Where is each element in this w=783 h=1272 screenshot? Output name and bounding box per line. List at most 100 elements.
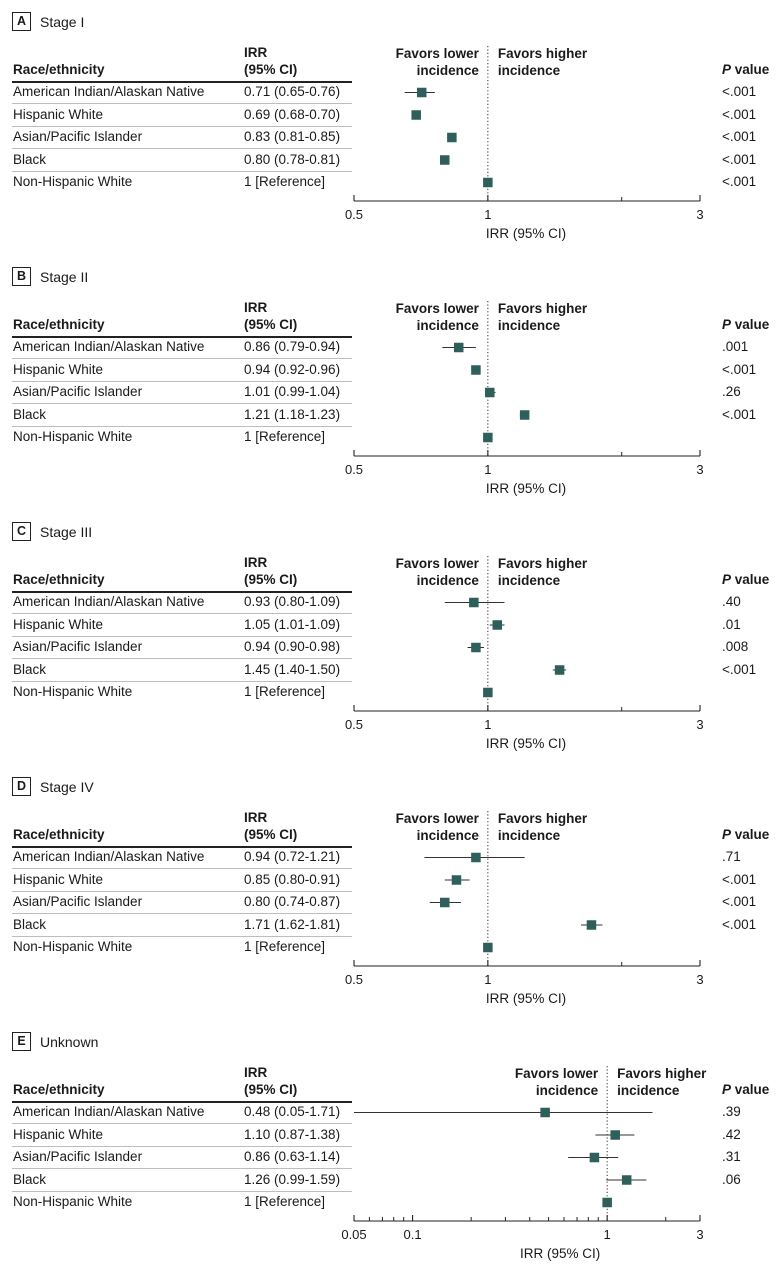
race-ethnicity-label: Asian/Pacific Islander — [13, 384, 143, 399]
p-value: <.001 — [722, 361, 757, 377]
race-ethnicity-label: Hispanic White — [13, 871, 104, 887]
panel-title: Stage II — [40, 268, 89, 285]
race-ethnicity-label: Black — [13, 406, 47, 422]
header-rule — [12, 336, 352, 338]
table-row: Non-Hispanic White 1 [Reference] — [12, 936, 352, 958]
panel-letter: C — [12, 522, 31, 541]
favors-higher-line2: incidence — [497, 63, 561, 78]
pvalue-header: P value — [722, 62, 769, 77]
pvalue-header-p: P — [722, 317, 732, 332]
irr-header-line2: (95% CI) — [244, 572, 298, 587]
table-row: Non-Hispanic White 1 [Reference] — [12, 171, 352, 193]
plot-svg: 0.5 1 3 — [345, 46, 704, 222]
race-header: Race/ethnicity — [13, 317, 105, 332]
race-ethnicity-label: Asian/Pacific Islander — [13, 639, 143, 654]
race-ethnicity-label: American Indian/Alaskan Native — [13, 849, 205, 864]
irr-value: 0.85 (0.80-0.91) — [244, 871, 341, 887]
panel-letter: E — [12, 1032, 31, 1051]
pvalue-header-p: P — [722, 827, 732, 842]
p-value: <.001 — [722, 174, 757, 189]
pvalue-header: P value — [722, 1082, 769, 1097]
race-ethnicity-label: American Indian/Alaskan Native — [13, 339, 205, 354]
point-estimate-marker — [483, 687, 493, 698]
panel-title: Unknown — [40, 1033, 99, 1050]
table-row: American Indian/Alaskan Native 0.71 (0.65… — [12, 81, 352, 104]
table-row: Asian/Pacific Islander 1.01 (0.99-1.04) — [12, 381, 352, 404]
table-row: American Indian/Alaskan Native 0.94 (0.72… — [12, 846, 352, 869]
irr-value: 1 [Reference] — [244, 429, 326, 444]
favors-lower-line1: Favors lower — [395, 811, 479, 826]
point-estimate-marker — [554, 665, 565, 675]
race-ethnicity-label: Black — [13, 661, 47, 677]
pvalue-header: P value — [722, 827, 769, 842]
race-ethnicity-label: Non-Hispanic White — [13, 429, 133, 444]
p-value: .008 — [722, 639, 749, 654]
race-ethnicity-label: Non-Hispanic White — [13, 939, 133, 954]
p-value: .42 — [722, 1126, 741, 1142]
p-value: .40 — [722, 594, 741, 609]
point-estimate-marker — [586, 920, 597, 930]
table-row: Black 1.45 (1.40-1.50) — [12, 659, 352, 682]
irr-header-line1: IRR — [244, 810, 268, 825]
race-header: Race/ethnicity — [13, 62, 105, 77]
irr-value: 0.80 (0.74-0.87) — [244, 894, 341, 909]
pvalue-header: P value — [722, 317, 769, 332]
point-estimate-marker — [485, 387, 495, 398]
table-row: Hispanic White 1.05 (1.01-1.09) — [12, 614, 352, 637]
race-header: Race/ethnicity — [13, 1082, 105, 1097]
panel-b: B Stage II IRR (95% CI) Race/ethnicity Favors… — [0, 255, 783, 505]
x-tick-label: 1 — [604, 1227, 611, 1242]
irr-header-line2: (95% CI) — [244, 827, 298, 842]
irr-header-line2: (95% CI) — [244, 1082, 298, 1097]
panel-a: A Stage I IRR (95% CI) Race/ethnicity Favors … — [0, 0, 783, 250]
x-tick-label: 0.1 — [404, 1227, 422, 1242]
panel-title: Stage IV — [40, 778, 94, 795]
x-tick-label: 3 — [696, 1227, 703, 1242]
p-value: .06 — [722, 1171, 741, 1187]
race-header: Race/ethnicity — [13, 572, 105, 587]
irr-value: 1.05 (1.01-1.09) — [244, 616, 341, 632]
point-estimate-marker — [483, 432, 493, 443]
point-estimate-marker — [440, 897, 450, 908]
race-ethnicity-label: Non-Hispanic White — [13, 684, 133, 699]
favors-higher-label: Favors higher incidence — [498, 45, 587, 79]
table-row: Non-Hispanic White 1 [Reference] — [12, 1191, 352, 1213]
table-row: Black 1.26 (0.99-1.59) — [12, 1169, 352, 1192]
favors-higher-line1: Favors higher — [497, 46, 588, 61]
x-axis-label: IRR (95% CI) — [485, 226, 567, 241]
pvalue-header-p: P — [722, 1082, 732, 1097]
point-estimate-marker — [621, 1175, 632, 1185]
header-rule — [12, 1101, 352, 1103]
panel-label: C Stage III — [12, 522, 92, 541]
favors-higher-label: Favors higher incidence — [498, 810, 587, 844]
irr-value: 1 [Reference] — [244, 939, 326, 954]
favors-lower-label: Favors lower incidence — [396, 810, 479, 844]
x-axis-label: IRR (95% CI) — [485, 736, 567, 751]
race-header: Race/ethnicity — [13, 827, 105, 842]
table-row: Hispanic White 0.69 (0.68-0.70) — [12, 104, 352, 127]
p-value: <.001 — [722, 871, 757, 887]
favors-higher-line1: Favors higher — [497, 811, 588, 826]
p-value: <.001 — [722, 916, 757, 932]
irr-header-line1: IRR — [244, 300, 268, 315]
p-value: <.001 — [722, 129, 757, 144]
irr-value: 0.93 (0.80-1.09) — [244, 594, 341, 609]
favors-lower-line1: Favors lower — [395, 301, 479, 316]
irr-value: 0.71 (0.65-0.76) — [244, 84, 341, 99]
panel-d: D Stage IV IRR (95% CI) Race/ethnicity Favors… — [0, 765, 783, 1015]
p-value: <.001 — [722, 84, 757, 99]
favors-higher-line2: incidence — [497, 828, 561, 843]
table-row: Black 1.71 (1.62-1.81) — [12, 914, 352, 937]
favors-lower-line1: Favors lower — [514, 1066, 599, 1081]
irr-value: 1.71 (1.62-1.81) — [244, 916, 341, 932]
point-estimate-marker — [416, 87, 427, 98]
p-value: <.001 — [722, 661, 757, 677]
panel-c: C Stage III IRR (95% CI) Race/ethnicity Favor… — [0, 510, 783, 760]
plot-svg: 0.5 1 3 — [345, 301, 704, 477]
race-ethnicity-label: Asian/Pacific Islander — [13, 129, 143, 144]
point-estimate-marker — [492, 620, 503, 630]
irr-value: 1.45 (1.40-1.50) — [244, 661, 341, 677]
panel-letter: A — [12, 12, 31, 31]
irr-header-line1: IRR — [244, 1065, 268, 1080]
point-estimate-marker — [440, 155, 450, 165]
